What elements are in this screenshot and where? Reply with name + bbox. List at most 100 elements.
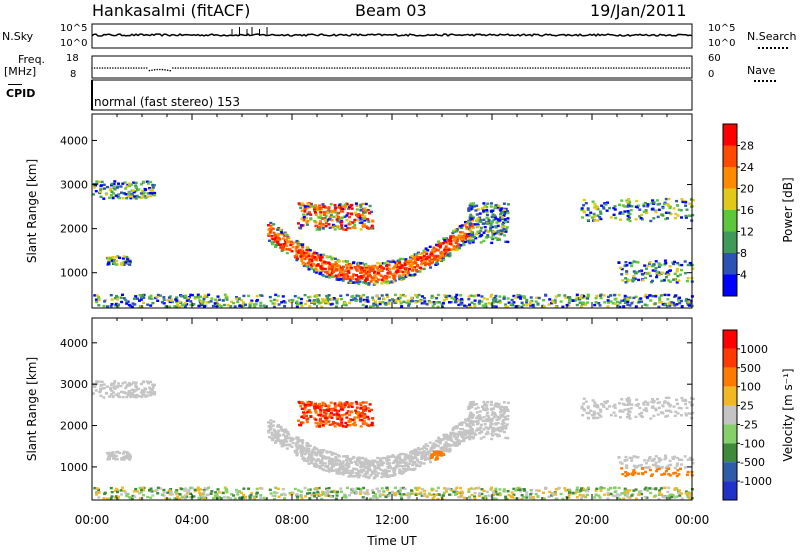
heatmap-cell xyxy=(279,243,283,246)
heatmap-cell xyxy=(466,419,469,422)
heatmap-cell xyxy=(443,239,447,242)
heatmap-cell xyxy=(343,413,347,416)
heatmap-cell xyxy=(316,404,319,407)
heatmap-cell xyxy=(128,458,132,461)
heatmap-cell xyxy=(316,449,320,453)
heatmap-cell xyxy=(404,453,408,456)
heatmap-cell xyxy=(392,276,396,279)
heatmap-cell xyxy=(336,264,340,267)
heatmap-cell xyxy=(334,206,338,210)
heatmap-cell xyxy=(553,299,557,303)
heatmap-cell xyxy=(666,414,669,418)
heatmap-cell xyxy=(370,471,374,475)
heatmap-cell xyxy=(675,398,679,401)
colorbar-segment xyxy=(723,124,737,146)
heatmap-cell xyxy=(365,266,368,269)
heatmap-cell xyxy=(463,224,467,227)
heatmap-cell xyxy=(675,462,679,465)
heatmap-cell xyxy=(322,414,326,417)
heatmap-cell xyxy=(463,429,467,433)
heatmap-cell xyxy=(318,255,322,259)
heatmap-cell xyxy=(439,450,443,454)
heatmap-cell xyxy=(362,281,366,284)
heatmap-cell xyxy=(479,426,483,429)
heatmap-cell xyxy=(270,437,274,440)
nave-dot xyxy=(93,67,96,69)
heatmap-cell xyxy=(314,411,318,414)
heatmap-cell xyxy=(580,207,584,210)
heatmap-cell xyxy=(437,493,441,496)
heatmap-cell xyxy=(307,447,311,451)
heatmap-cell xyxy=(317,423,321,426)
heatmap-cell xyxy=(653,302,657,305)
heatmap-cell xyxy=(463,234,467,238)
heatmap-cell xyxy=(280,445,284,448)
nave-dot xyxy=(542,67,545,69)
heatmap-cell xyxy=(586,293,590,296)
heatmap-cell xyxy=(375,460,379,464)
heatmap-cell xyxy=(632,275,636,278)
heatmap-cell xyxy=(241,303,245,307)
heatmap-cell xyxy=(341,265,345,268)
nave-dot xyxy=(563,67,565,69)
heatmap-cell xyxy=(299,250,303,253)
heatmap-cell xyxy=(272,231,276,235)
heatmap-cell xyxy=(457,226,461,229)
heatmap-cell xyxy=(415,268,418,272)
heatmap-cell xyxy=(346,277,350,281)
nave-dot xyxy=(430,67,432,69)
heatmap-cell xyxy=(362,409,365,412)
heatmap-cell xyxy=(657,493,661,496)
heatmap-cell xyxy=(353,416,357,419)
heatmap-cell xyxy=(317,216,321,219)
heatmap-cell xyxy=(621,402,625,406)
heatmap-cell xyxy=(632,270,636,273)
heatmap-cell xyxy=(381,276,385,279)
heatmap-cell xyxy=(626,300,630,304)
heatmap-cell xyxy=(242,493,245,497)
heatmap-cell xyxy=(641,472,645,476)
heatmap-cell xyxy=(410,455,414,458)
heatmap-cell xyxy=(359,465,363,469)
heatmap-cell xyxy=(623,459,627,462)
heatmap-cell xyxy=(401,461,405,464)
heatmap-cell xyxy=(359,425,363,428)
heatmap-cell xyxy=(308,299,312,302)
heatmap-cell xyxy=(596,207,600,211)
heatmap-cell xyxy=(291,298,295,302)
heatmap-cell xyxy=(371,459,375,463)
heatmap-cell xyxy=(362,208,366,211)
nave-dot xyxy=(500,67,503,69)
heatmap-cell xyxy=(97,304,101,307)
heatmap-cell xyxy=(424,452,428,456)
heatmap-cell xyxy=(330,461,334,464)
heatmap-cell xyxy=(118,196,122,200)
heatmap-cell xyxy=(321,262,325,265)
heatmap-cell xyxy=(309,263,313,267)
heatmap-cell xyxy=(633,466,637,469)
heatmap-cell xyxy=(153,184,156,187)
heatmap-cell xyxy=(309,415,313,418)
nave-dot xyxy=(649,67,652,69)
heatmap-cell xyxy=(142,390,146,393)
heatmap-cell xyxy=(110,389,114,393)
heatmap-cell xyxy=(680,414,683,417)
heatmap-cell xyxy=(349,267,353,270)
heatmap-cell xyxy=(180,304,184,307)
heatmap-cell xyxy=(645,409,649,413)
heatmap-cell xyxy=(587,412,591,415)
heatmap-cell xyxy=(100,380,104,383)
heatmap-cell xyxy=(676,456,680,460)
heatmap-cell xyxy=(638,270,642,273)
nave-dot xyxy=(203,67,205,69)
heatmap-cell xyxy=(472,487,476,491)
heatmap-cell xyxy=(295,452,299,456)
nave-dot xyxy=(659,67,662,69)
heatmap-cell xyxy=(122,255,126,258)
heatmap-cell xyxy=(645,211,649,215)
heatmap-cell xyxy=(322,408,326,412)
heatmap-cell xyxy=(661,412,665,415)
heatmap-cell xyxy=(130,383,134,386)
heatmap-cell xyxy=(319,465,323,469)
heatmap-cell xyxy=(368,462,372,465)
